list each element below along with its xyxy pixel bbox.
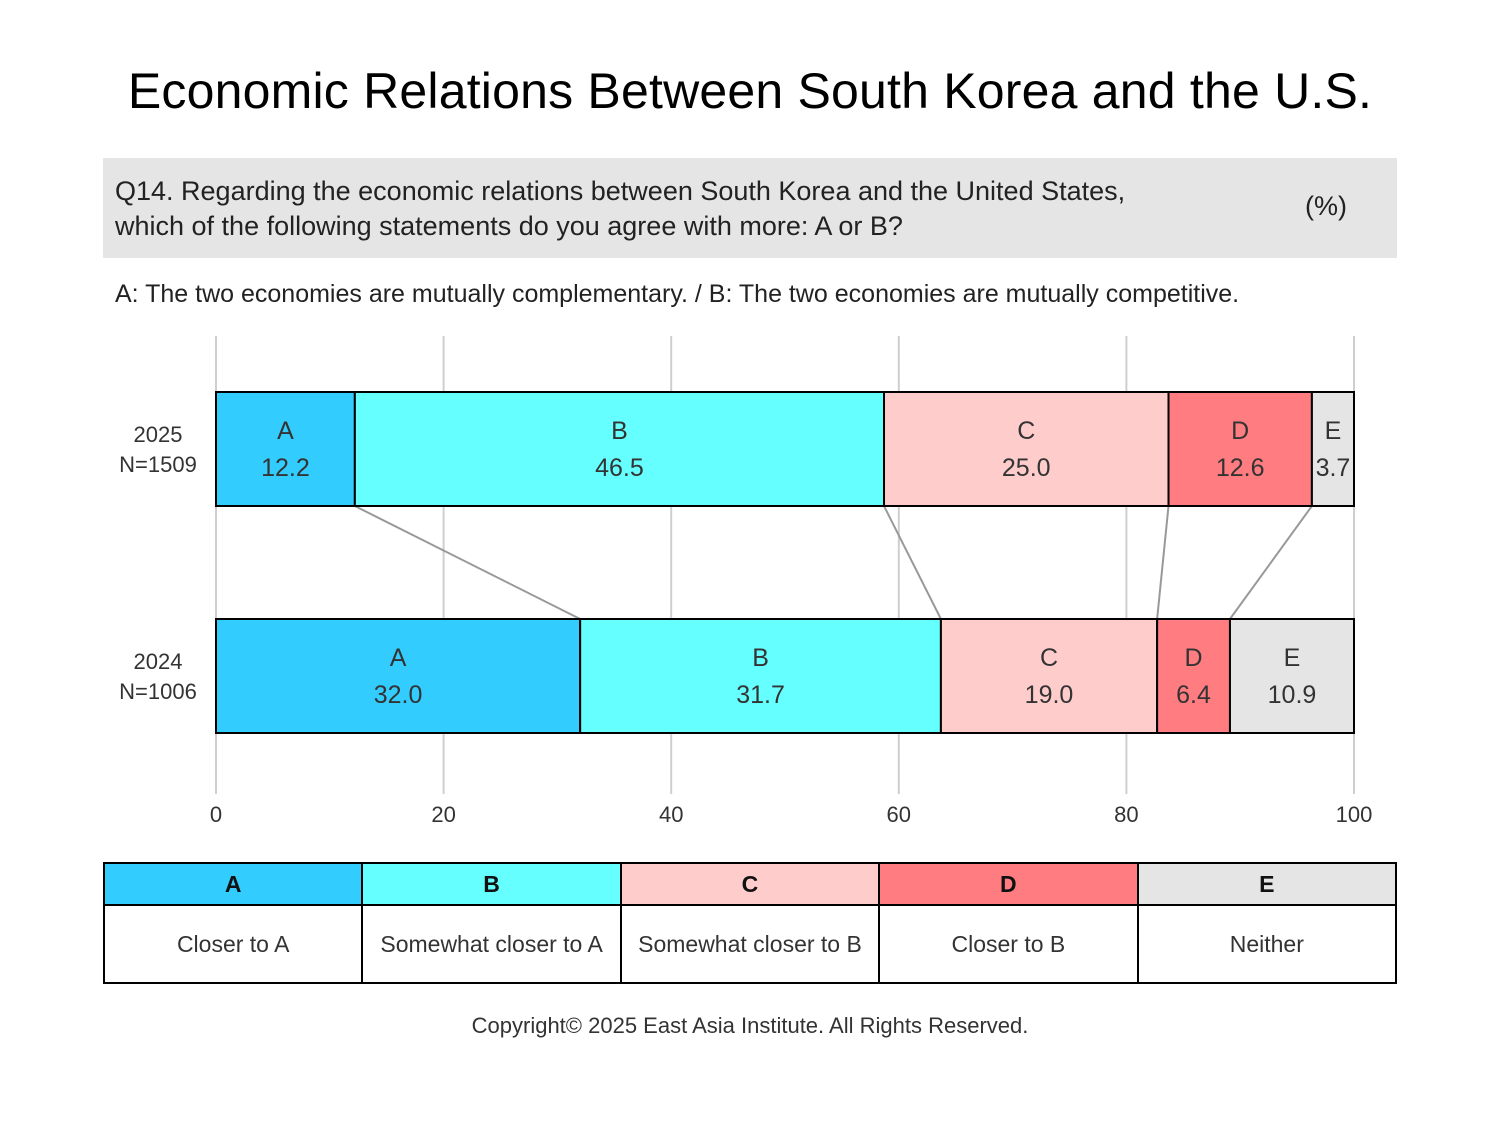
- copyright-notice: Copyright© 2025 East Asia Institute. All…: [471, 1013, 1029, 1038]
- stacked-bar-chart: 0 20 40 60 80 100 A 12.2 B 46.5 C 25.0 D 12.6 E 3.7 2025…: [119, 336, 1373, 827]
- bar-2025-e: [1310, 391, 1356, 507]
- question-line-1: Q14. Regarding the economic relations be…: [115, 176, 1126, 206]
- bar-series-label-2025-d: D: [1231, 417, 1249, 445]
- x-tick-label-100: 100: [1336, 802, 1373, 827]
- legend-header-d: D: [878, 862, 1139, 906]
- bar-series-label-2025-e: E: [1325, 417, 1342, 445]
- question-line-2: which of the following statements do you…: [115, 211, 903, 241]
- legend-desc-e: Neither: [1136, 904, 1398, 984]
- bar-2025-b: [353, 391, 886, 507]
- bar-2025-a: [215, 391, 356, 507]
- bar-series-label-2025-b: B: [611, 417, 628, 445]
- x-tick-label-40: 40: [659, 802, 683, 827]
- unit-label: (%): [1305, 191, 1347, 221]
- bar-value-label-2025-a: 12.2: [261, 454, 310, 482]
- bar-value-label-2024-d: 6.4: [1176, 681, 1211, 709]
- bar-2024-d: [1156, 618, 1231, 734]
- bar-value-label-2024-e: 10.9: [1268, 681, 1317, 709]
- x-tick-label-0: 0: [210, 802, 222, 827]
- legend-desc-b: Somewhat closer to A: [361, 904, 622, 984]
- connector-line-a: [354, 505, 581, 620]
- connector-line-b: [883, 505, 942, 620]
- bar-series-label-2024-e: E: [1284, 644, 1301, 672]
- bar-series-label-2025-c: C: [1017, 417, 1035, 445]
- bar-value-label-2025-b: 46.5: [595, 454, 644, 482]
- bar-2024-c: [939, 618, 1159, 734]
- x-tick-label-80: 80: [1114, 802, 1138, 827]
- category-label-2024: 2024: [134, 649, 183, 674]
- bar-series-label-2024-c: C: [1040, 644, 1058, 672]
- legend-desc-d: Closer to B: [878, 904, 1139, 984]
- bar-2024-a: [215, 618, 582, 734]
- bar-series-label-2024-d: D: [1185, 644, 1203, 672]
- bar-value-label-2024-b: 31.7: [736, 681, 785, 709]
- connector-line-d: [1229, 505, 1313, 620]
- legend-header-a: A: [102, 862, 364, 906]
- answer-definition: A: The two economies are mutually comple…: [115, 280, 1240, 308]
- bar-value-label-2025-e: 3.7: [1316, 454, 1351, 482]
- legend-header-e: E: [1136, 862, 1398, 906]
- bar-2025-c: [883, 391, 1170, 507]
- question-box: Q14. Regarding the economic relations be…: [103, 158, 1397, 258]
- category-n-label-2024: N=1006: [119, 679, 197, 704]
- chart-title: Economic Relations Between South Korea a…: [127, 63, 1373, 119]
- legend-header-c: C: [619, 862, 881, 906]
- x-tick-label-60: 60: [887, 802, 911, 827]
- bar-value-label-2025-c: 25.0: [1002, 454, 1051, 482]
- question-text: Q14. Regarding the economic relations be…: [115, 174, 1125, 244]
- bar-series-label-2024-b: B: [752, 644, 769, 672]
- bar-value-label-2025-d: 12.6: [1216, 454, 1265, 482]
- bar-value-label-2024-a: 32.0: [374, 681, 423, 709]
- bar-2025-d: [1167, 391, 1313, 507]
- legend-desc-c: Somewhat closer to B: [619, 904, 881, 984]
- bar-value-label-2024-c: 19.0: [1025, 681, 1074, 709]
- legend-table: A B C D E Closer to A Somewhat closer to…: [102, 862, 1398, 984]
- category-label-2025: 2025: [134, 422, 183, 447]
- legend-header-b: B: [361, 862, 622, 906]
- x-tick-label-20: 20: [431, 802, 455, 827]
- bar-series-label-2024-a: A: [390, 644, 407, 672]
- category-n-label-2025: N=1509: [119, 452, 197, 477]
- connector-line-c: [1156, 505, 1170, 620]
- bar-2024-e: [1228, 618, 1356, 734]
- bar-series-label-2025-a: A: [277, 417, 294, 445]
- bar-2024-b: [579, 618, 942, 734]
- legend-desc-a: Closer to A: [102, 904, 364, 984]
